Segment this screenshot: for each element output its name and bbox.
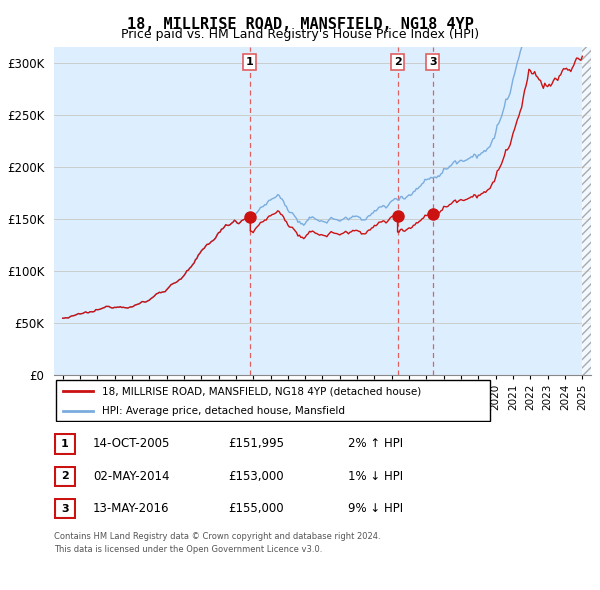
Text: 2: 2 [394, 57, 401, 67]
Text: 3: 3 [61, 504, 68, 514]
Text: 1: 1 [61, 439, 68, 449]
Text: £155,000: £155,000 [228, 502, 284, 516]
FancyBboxPatch shape [55, 434, 74, 454]
Text: 2: 2 [61, 471, 68, 481]
Text: 02-MAY-2014: 02-MAY-2014 [93, 470, 170, 483]
Text: Price paid vs. HM Land Registry's House Price Index (HPI): Price paid vs. HM Land Registry's House … [121, 28, 479, 41]
Text: £153,000: £153,000 [228, 470, 284, 483]
Text: 1% ↓ HPI: 1% ↓ HPI [348, 470, 403, 483]
Text: 3: 3 [429, 57, 437, 67]
Text: 9% ↓ HPI: 9% ↓ HPI [348, 502, 403, 516]
Text: This data is licensed under the Open Government Licence v3.0.: This data is licensed under the Open Gov… [54, 545, 322, 553]
Text: Contains HM Land Registry data © Crown copyright and database right 2024.: Contains HM Land Registry data © Crown c… [54, 532, 380, 540]
FancyBboxPatch shape [56, 380, 490, 421]
Text: 1: 1 [245, 57, 253, 67]
Text: 2% ↑ HPI: 2% ↑ HPI [348, 437, 403, 451]
Text: 13-MAY-2016: 13-MAY-2016 [93, 502, 170, 516]
FancyBboxPatch shape [55, 467, 74, 486]
Text: £151,995: £151,995 [228, 437, 284, 451]
Bar [583, 47, 591, 375]
Text: HPI: Average price, detached house, Mansfield: HPI: Average price, detached house, Mans… [102, 407, 345, 416]
Text: 18, MILLRISE ROAD, MANSFIELD, NG18 4YP (detached house): 18, MILLRISE ROAD, MANSFIELD, NG18 4YP (… [102, 386, 421, 396]
Text: 18, MILLRISE ROAD, MANSFIELD, NG18 4YP: 18, MILLRISE ROAD, MANSFIELD, NG18 4YP [127, 17, 473, 31]
Text: 14-OCT-2005: 14-OCT-2005 [93, 437, 170, 451]
FancyBboxPatch shape [55, 499, 74, 519]
